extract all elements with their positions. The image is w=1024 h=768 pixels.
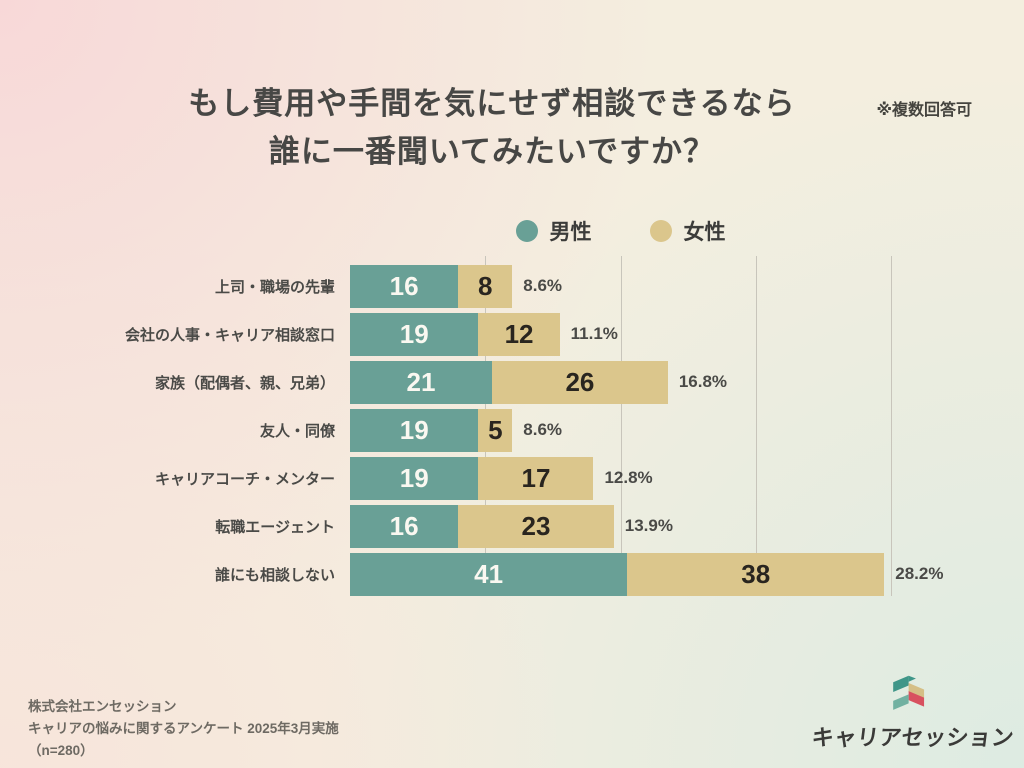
category-label: 上司・職場の先輩 bbox=[214, 278, 335, 296]
male-value: 19 bbox=[399, 415, 429, 445]
bar-segment-male: 19 bbox=[350, 456, 479, 500]
bar-segment-male: 19 bbox=[350, 408, 479, 452]
female-value: 38 bbox=[741, 559, 771, 589]
male-value: 16 bbox=[389, 271, 419, 301]
female-value: 12 bbox=[504, 319, 534, 349]
bar-segment-female: 26 bbox=[492, 360, 668, 404]
total-percent-label: 13.9% bbox=[624, 516, 673, 535]
category-label: 誰にも相談しない bbox=[214, 566, 335, 584]
total-percent-label: 11.1% bbox=[570, 324, 618, 343]
chart-row: 誰にも相談しない 41 38 28.2% bbox=[30, 550, 943, 598]
footer-survey-info: キャリアの悩みに関するアンケート 2025年3月実施 bbox=[28, 721, 339, 736]
footer-sample-size: （n=280） bbox=[28, 743, 94, 758]
female-value: 5 bbox=[488, 415, 503, 445]
bar-segment-male: 16 bbox=[350, 264, 459, 308]
bar-segment-male: 21 bbox=[350, 360, 492, 404]
male-value: 19 bbox=[399, 319, 429, 349]
bar-segment-female: 12 bbox=[478, 312, 560, 356]
source-footer: 株式会社エンセッション キャリアの悩みに関するアンケート 2025年3月実施 （… bbox=[28, 696, 339, 762]
legend-item-male: 男性 bbox=[515, 216, 592, 246]
total-percent-label: 28.2% bbox=[895, 564, 944, 583]
total-percent-label: 16.8% bbox=[678, 372, 728, 391]
female-value: 23 bbox=[521, 511, 551, 541]
row-plot-area: 21 26 16.8% bbox=[350, 360, 891, 404]
row-plot-area: 16 8 8.6% bbox=[350, 264, 891, 308]
stacked-bar-chart: 上司・職場の先輩 16 8 8.6% 会社の人事・キャリア相談窓口 19 12 11.1% 家族… bbox=[30, 256, 943, 598]
row-plot-area: 16 23 13.9% bbox=[350, 504, 891, 548]
title-line-2: 誰に一番聞いてみたいですか？ bbox=[268, 134, 716, 170]
category-label: キャリアコーチ・メンター bbox=[154, 470, 335, 488]
chart-row: 家族（配偶者、親、兄弟） 21 26 16.8% bbox=[30, 358, 891, 406]
total-percent-label: 8.6% bbox=[523, 420, 563, 439]
total-percent-label: 8.6% bbox=[523, 276, 563, 295]
category-label: 転職エージェント bbox=[215, 518, 335, 536]
bar-segment-male: 19 bbox=[350, 312, 479, 356]
legend-label-female: 女性 bbox=[683, 221, 726, 244]
chart-row: 会社の人事・キャリア相談窓口 19 12 11.1% bbox=[30, 310, 891, 358]
male-value: 19 bbox=[399, 463, 429, 493]
logo-ribbon-icon bbox=[893, 675, 925, 710]
bar-segment-female: 5 bbox=[478, 408, 513, 452]
bar-segment-male: 41 bbox=[350, 552, 628, 596]
chart-row: キャリアコーチ・メンター 19 17 12.8% bbox=[30, 454, 891, 502]
male-color-dot-icon bbox=[515, 220, 538, 242]
chart-rows: 上司・職場の先輩 16 8 8.6% 会社の人事・キャリア相談窓口 19 12 11.1% 家族… bbox=[30, 262, 943, 598]
bar-segment-female: 38 bbox=[627, 552, 885, 596]
female-value: 26 bbox=[565, 367, 595, 397]
category-label: 家族（配偶者、親、兄弟） bbox=[154, 374, 335, 392]
logo-text: キャリアセッション bbox=[810, 725, 1016, 750]
male-value: 21 bbox=[406, 367, 436, 397]
row-plot-area: 19 12 11.1% bbox=[350, 312, 891, 356]
chart-row: 友人・同僚 19 5 8.6% bbox=[30, 406, 891, 454]
page-title: もし費用や手間を気にせず相談できるなら 誰に一番聞いてみたいですか？ bbox=[62, 80, 922, 176]
row-plot-area: 19 17 12.8% bbox=[350, 456, 891, 500]
career-session-logo: キャリアセッション bbox=[810, 674, 1016, 752]
total-percent-label: 12.8% bbox=[604, 468, 653, 487]
row-plot-area: 19 5 8.6% bbox=[350, 408, 891, 452]
female-value: 8 bbox=[478, 271, 493, 301]
chart-row: 上司・職場の先輩 16 8 8.6% bbox=[30, 262, 891, 310]
footer-company: 株式会社エンセッション bbox=[28, 699, 177, 714]
grid-line-80 bbox=[891, 256, 892, 596]
bar-segment-male: 16 bbox=[350, 504, 459, 548]
legend-item-female: 女性 bbox=[649, 216, 726, 246]
category-label: 友人・同僚 bbox=[259, 422, 335, 440]
chart-row: 転職エージェント 16 23 13.9% bbox=[30, 502, 891, 550]
category-label: 会社の人事・キャリア相談窓口 bbox=[124, 326, 335, 344]
multiple-answers-note: ※複数回答可 bbox=[876, 102, 972, 119]
row-plot-area: 41 38 28.2% bbox=[350, 552, 943, 596]
male-value: 16 bbox=[389, 511, 419, 541]
bar-segment-female: 8 bbox=[458, 264, 513, 308]
chart-legend: 男性 女性 bbox=[350, 216, 891, 246]
male-value: 41 bbox=[474, 559, 504, 589]
female-value: 17 bbox=[521, 463, 551, 493]
bar-segment-female: 17 bbox=[478, 456, 594, 500]
legend-label-male: 男性 bbox=[549, 221, 592, 244]
title-line-1: もし費用や手間を気にせず相談できるなら bbox=[188, 86, 796, 121]
bar-segment-female: 23 bbox=[458, 504, 614, 548]
female-color-dot-icon bbox=[649, 220, 672, 242]
